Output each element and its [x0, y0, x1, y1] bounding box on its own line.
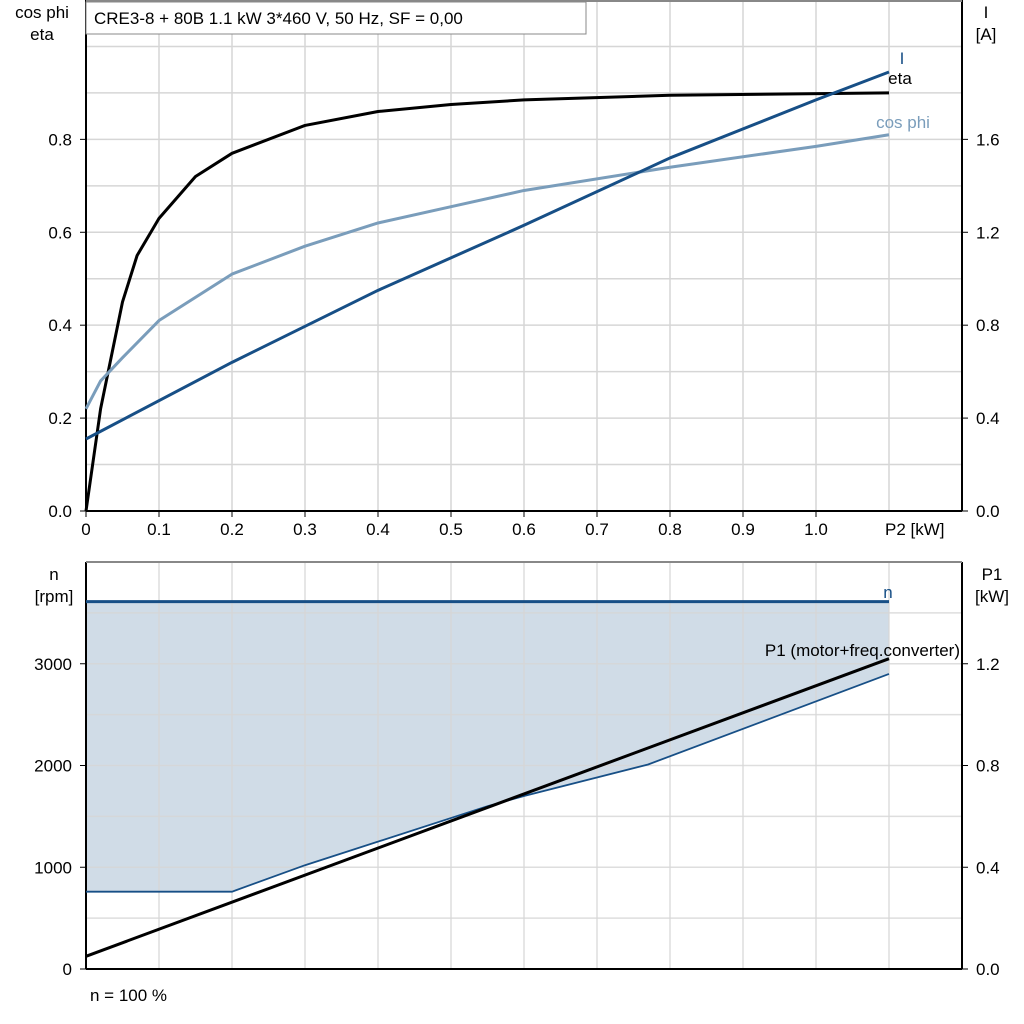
series-line-eta: [84, 91, 890, 512]
series-label-n: n: [883, 583, 892, 602]
x-tick-label: 0.4: [366, 520, 390, 539]
series-label-eta: eta: [888, 69, 912, 88]
y-tick-label-left: 0: [63, 960, 72, 979]
y-axis-label-rpm: [rpm]: [35, 587, 74, 606]
series-label-p1: P1 (motor+freq.converter): [765, 641, 960, 660]
y-tick-label-left: 0.2: [48, 409, 72, 428]
x-tick-label: 0.5: [439, 520, 463, 539]
y-axis-label-p1: P1: [982, 565, 1003, 584]
footnote-speed: n = 100 %: [90, 986, 167, 1005]
y-tick-label-left: 0.4: [48, 316, 72, 335]
x-tick-label: 0.1: [147, 520, 171, 539]
y-tick-label-right: 0.8: [976, 316, 1000, 335]
y-tick-label-right: 0.8: [976, 757, 1000, 776]
y-tick-label-right: 0.4: [976, 409, 1000, 428]
y-tick-label-right: 0.0: [976, 960, 1000, 979]
series-label-i: I: [900, 49, 905, 68]
x-tick-label: 0.9: [731, 520, 755, 539]
series-line-I: [85, 70, 890, 441]
x-tick-label: 0.2: [220, 520, 244, 539]
y-axis-label-cosphi: cos phi: [15, 3, 69, 22]
series-line-cos-phi: [84, 133, 890, 410]
operating-range-fill: [86, 601, 889, 892]
x-tick-label: 0.3: [293, 520, 317, 539]
y-tick-label-right: 0.4: [976, 858, 1000, 877]
y-tick-label-right: 1.6: [976, 130, 1000, 149]
y-axis-label-i: I: [984, 3, 989, 22]
x-axis-label: P2 [kW]: [885, 520, 945, 539]
title-box: [85, 1, 587, 35]
y-axis-label-eta: eta: [30, 25, 54, 44]
y-tick-label-right: 0.0: [976, 502, 1000, 521]
y-tick-label-left: 0.6: [48, 223, 72, 242]
y-axis-label-n: n: [49, 565, 58, 584]
y-tick-label-left: 0.8: [48, 130, 72, 149]
y-tick-label-left: 0.0: [48, 502, 72, 521]
series-label-cosphi: cos phi: [876, 113, 930, 132]
x-tick-label: 0.8: [658, 520, 682, 539]
x-tick-label: 0.6: [512, 520, 536, 539]
chart-title: CRE3-8 + 80B 1.1 kW 3*460 V, 50 Hz, SF =…: [94, 9, 463, 28]
y-axis-label-kw: [kW]: [975, 587, 1009, 606]
y-tick-label-left: 3000: [34, 655, 72, 674]
y-tick-label-left: 2000: [34, 757, 72, 776]
y-axis-label-amps: [A]: [976, 25, 997, 44]
x-tick-label: 1.0: [804, 520, 828, 539]
y-tick-label-right: 1.2: [976, 655, 1000, 674]
x-tick-label: 0: [81, 520, 90, 539]
series-line-p1: [85, 657, 890, 958]
y-tick-label-right: 1.2: [976, 223, 1000, 242]
x-tick-label: 0.7: [585, 520, 609, 539]
y-tick-label-left: 1000: [34, 858, 72, 877]
